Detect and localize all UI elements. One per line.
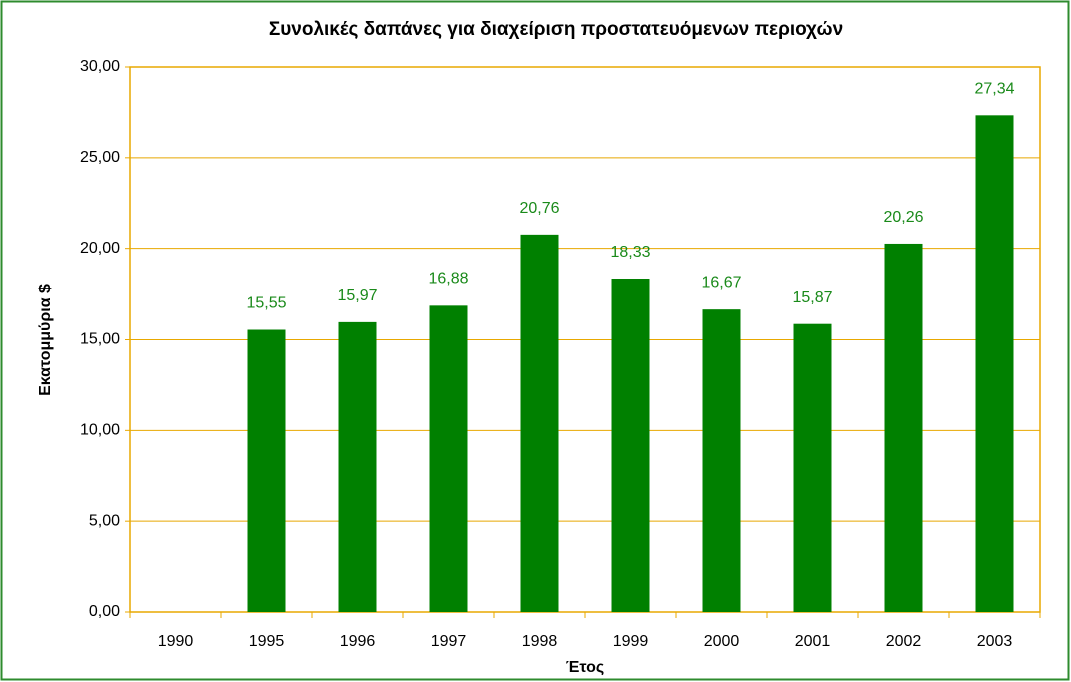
value-label: 15,87 (792, 289, 832, 306)
bar (611, 279, 650, 612)
x-tick-label: 1995 (249, 633, 285, 650)
chart-title: Συνολικές δαπάνες για διαχείριση προστατ… (269, 19, 843, 40)
bar (429, 305, 468, 612)
y-tick-label: 25,00 (80, 149, 120, 166)
bar (793, 323, 832, 612)
value-label: 16,67 (701, 274, 741, 291)
x-tick-label: 2003 (977, 633, 1013, 650)
y-tick-label: 5,00 (89, 512, 120, 529)
y-tick-label: 20,00 (80, 240, 120, 257)
x-tick-label: 2000 (704, 633, 740, 650)
value-label: 15,97 (337, 287, 377, 304)
value-label: 27,34 (974, 81, 1014, 98)
x-tick-label: 1999 (613, 633, 649, 650)
bar (702, 309, 741, 612)
y-tick-label: 0,00 (89, 603, 120, 620)
y-tick-label: 15,00 (80, 331, 120, 348)
y-axis-title: Εκατομμύρια $ (37, 284, 54, 396)
bar (884, 243, 923, 612)
x-axis-title: Έτος (566, 659, 604, 676)
x-tick-label: 1998 (522, 633, 558, 650)
y-tick-label: 30,00 (80, 58, 120, 75)
bar (338, 321, 377, 612)
value-label: 20,76 (519, 200, 559, 217)
x-tick-label: 2001 (795, 633, 831, 650)
value-label: 15,55 (246, 295, 286, 312)
bar (520, 234, 559, 613)
value-label: 16,88 (428, 271, 468, 288)
x-tick-label: 2002 (886, 633, 922, 650)
x-tick-label: 1996 (340, 633, 376, 650)
x-tick-label: 1990 (158, 633, 194, 650)
value-label: 18,33 (610, 244, 650, 261)
bar (975, 115, 1014, 612)
x-tick-label: 1997 (431, 633, 467, 650)
bar (247, 329, 286, 612)
y-tick-label: 10,00 (80, 422, 120, 439)
value-label: 20,26 (883, 209, 923, 226)
